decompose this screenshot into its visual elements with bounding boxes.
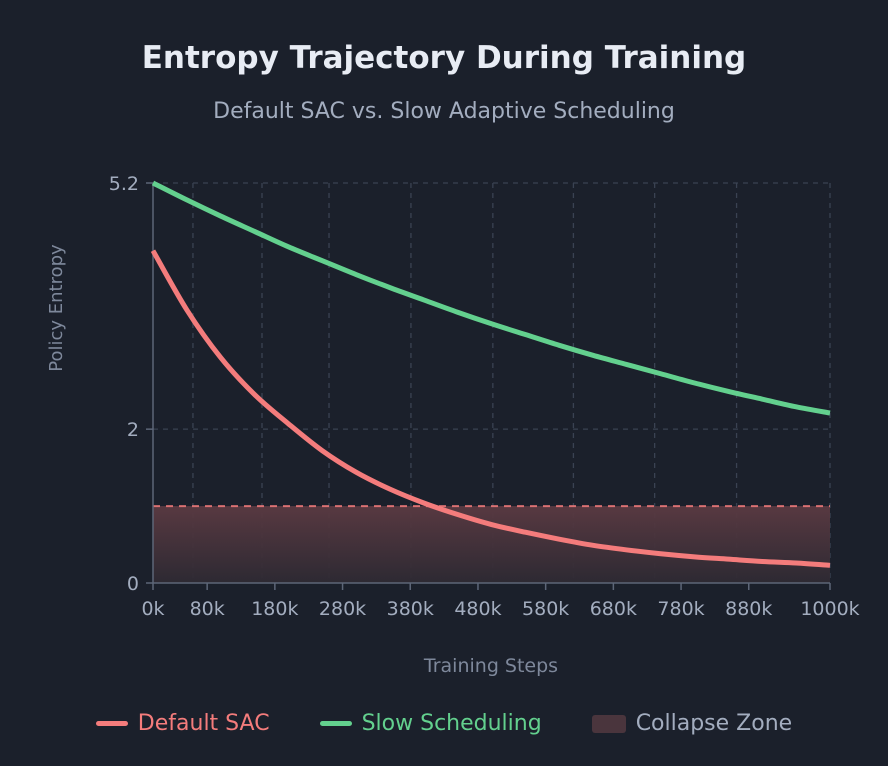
legend-item-default-sac[interactable]: Default SAC (95, 711, 270, 736)
legend-swatch (591, 714, 626, 733)
legend-swatch (319, 721, 352, 726)
y-tick-label: 2 (127, 419, 139, 441)
x-tick-label: 480k (454, 598, 501, 620)
x-tick-label: 1000k (800, 598, 859, 620)
y-axis-label: Policy Entropy (46, 244, 67, 372)
series-lines (150, 180, 831, 568)
x-axis-label: Training Steps (423, 655, 558, 677)
collapse-zone-area (153, 506, 830, 583)
x-tick-label: 880k (725, 598, 772, 620)
x-tick-label: 380k (387, 598, 434, 620)
legend: Default SAC Slow Scheduling Collapse Zon… (0, 711, 888, 736)
legend-label: Collapse Zone (635, 711, 793, 736)
axes: 0k 80k 180k 280k 380k 480k 580k 680k 780k 880k 100… (109, 173, 860, 620)
y-tick-label: 5.2 (109, 173, 139, 195)
legend-label: Default SAC (137, 711, 270, 736)
series-line-slow-scheduling (151, 180, 831, 416)
series-line-default-sac (150, 249, 831, 568)
x-tick-label: 780k (657, 598, 704, 620)
x-tick-label: 580k (522, 598, 569, 620)
legend-swatch (95, 721, 128, 726)
x-tick-label: 80k (190, 598, 225, 620)
x-tick-label: 180k (251, 598, 298, 620)
x-tick-label: 0k (141, 598, 164, 620)
legend-item-collapse-zone[interactable]: Collapse Zone (591, 711, 793, 736)
legend-label: Slow Scheduling (361, 711, 542, 736)
collapse-zone (153, 505, 830, 583)
x-tick-label: 280k (319, 598, 366, 620)
x-tick-label: 680k (590, 598, 637, 620)
chart-subtitle: Default SAC vs. Slow Adaptive Scheduling (213, 99, 675, 124)
y-tick-label: 0 (127, 573, 139, 595)
chart-title: Entropy Trajectory During Training (141, 40, 747, 76)
legend-item-slow-scheduling[interactable]: Slow Scheduling (319, 711, 542, 736)
